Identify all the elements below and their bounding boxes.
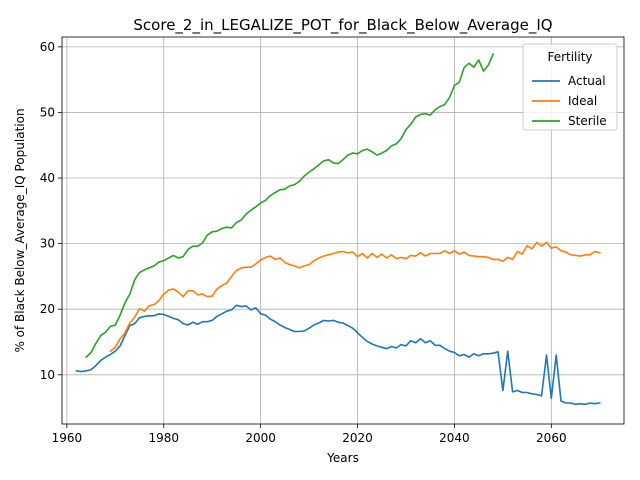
y-tick-label: 10 xyxy=(40,368,55,382)
x-tick-label: 2020 xyxy=(342,431,373,445)
x-tick-label: 2040 xyxy=(439,431,470,445)
x-tick-label: 1960 xyxy=(52,431,83,445)
y-tick-label: 60 xyxy=(40,40,55,54)
y-tick-label: 50 xyxy=(40,105,55,119)
legend-label-sterile: Sterile xyxy=(568,114,607,128)
chart-title: Score_2_in_LEGALIZE_POT_for_Black_Below_… xyxy=(133,16,552,35)
x-tick-label: 2060 xyxy=(536,431,567,445)
y-tick-label: 30 xyxy=(40,237,55,251)
legend-box xyxy=(522,43,618,131)
series-line-sterile xyxy=(85,53,495,359)
series-line-actual xyxy=(75,304,601,406)
y-axis-label: % of Black Below_Average_IQ Population xyxy=(13,108,27,352)
y-tick-label: 20 xyxy=(40,302,55,316)
plot-frame xyxy=(61,36,625,425)
legend-title: Fertility xyxy=(547,50,592,64)
legend-label-ideal: Ideal xyxy=(568,94,597,108)
series-layer xyxy=(75,53,601,406)
legend: Fertility Actual Ideal Sterile xyxy=(522,43,618,131)
x-tick-label: 2000 xyxy=(245,431,276,445)
legend-label-actual: Actual xyxy=(568,74,606,88)
series-line-ideal xyxy=(109,241,601,353)
ticks-layer: 1960 1980 2000 2020 2040 2060 10 20 30 40 50 60 xyxy=(40,40,567,445)
y-tick-label: 40 xyxy=(40,171,55,185)
x-tick-label: 1980 xyxy=(148,431,179,445)
x-axis-label: Years xyxy=(326,451,359,465)
